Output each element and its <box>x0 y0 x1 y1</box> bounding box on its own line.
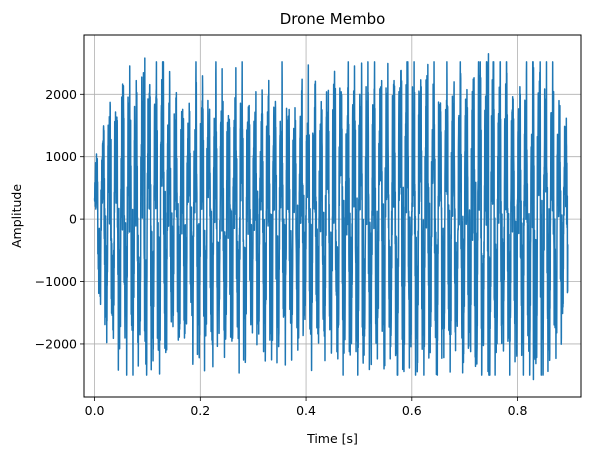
x-axis-label: Time [s] <box>306 431 358 446</box>
y-axis-label: Amplitude <box>9 184 24 248</box>
y-tick-label: 0 <box>69 212 77 227</box>
x-tick-label: 0.2 <box>190 403 210 418</box>
y-tick-label: 2000 <box>45 87 77 102</box>
y-tick-label: −1000 <box>35 274 77 289</box>
chart-title: Drone Membo <box>280 10 386 28</box>
axes-frame <box>83 34 582 398</box>
plot-area <box>93 52 569 381</box>
x-tick-label: 0.8 <box>508 403 528 418</box>
y-tick-label: −2000 <box>35 336 77 351</box>
x-axis: 0.0 0.2 0.4 0.6 0.8 <box>85 397 528 418</box>
x-tick-label: 0.6 <box>402 403 422 418</box>
series-line <box>93 52 569 381</box>
y-axis: −2000 −1000 0 1000 2000 <box>35 87 84 351</box>
y-tick-label: 1000 <box>45 149 77 164</box>
x-tick-label: 0.4 <box>296 403 316 418</box>
x-tick-label: 0.0 <box>85 403 105 418</box>
